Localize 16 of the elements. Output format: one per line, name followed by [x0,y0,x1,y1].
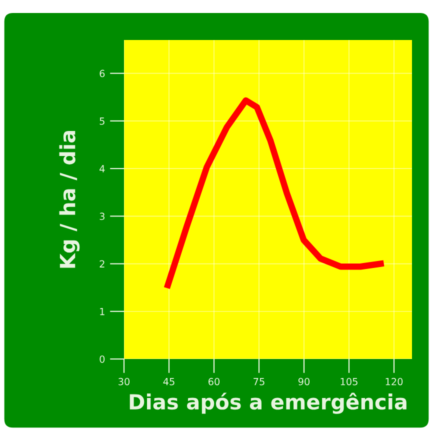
y-tick-label: 5 [100,118,104,125]
y-tick-label: 0 [100,355,105,363]
x-tick-label: 90 [298,378,310,386]
x-tick-label: 30 [118,378,130,386]
y-tick-label: 1 [100,308,104,316]
x-tick-label: 120 [386,378,403,386]
y-tick-label: 2 [100,260,104,268]
x-tick-label: 105 [340,378,358,386]
x-tick-label: 45 [163,378,174,386]
x-tick-label: 75 [254,378,264,386]
x-tick-label: 60 [208,378,220,386]
y-tick-label: 3 [100,212,104,220]
x-axis-title: Dias após a emergência [130,392,406,414]
y-tick-label: 6 [100,70,105,78]
y-axis-title: Kg / ha / dia [59,130,80,268]
y-tick-label: 4 [100,165,105,172]
